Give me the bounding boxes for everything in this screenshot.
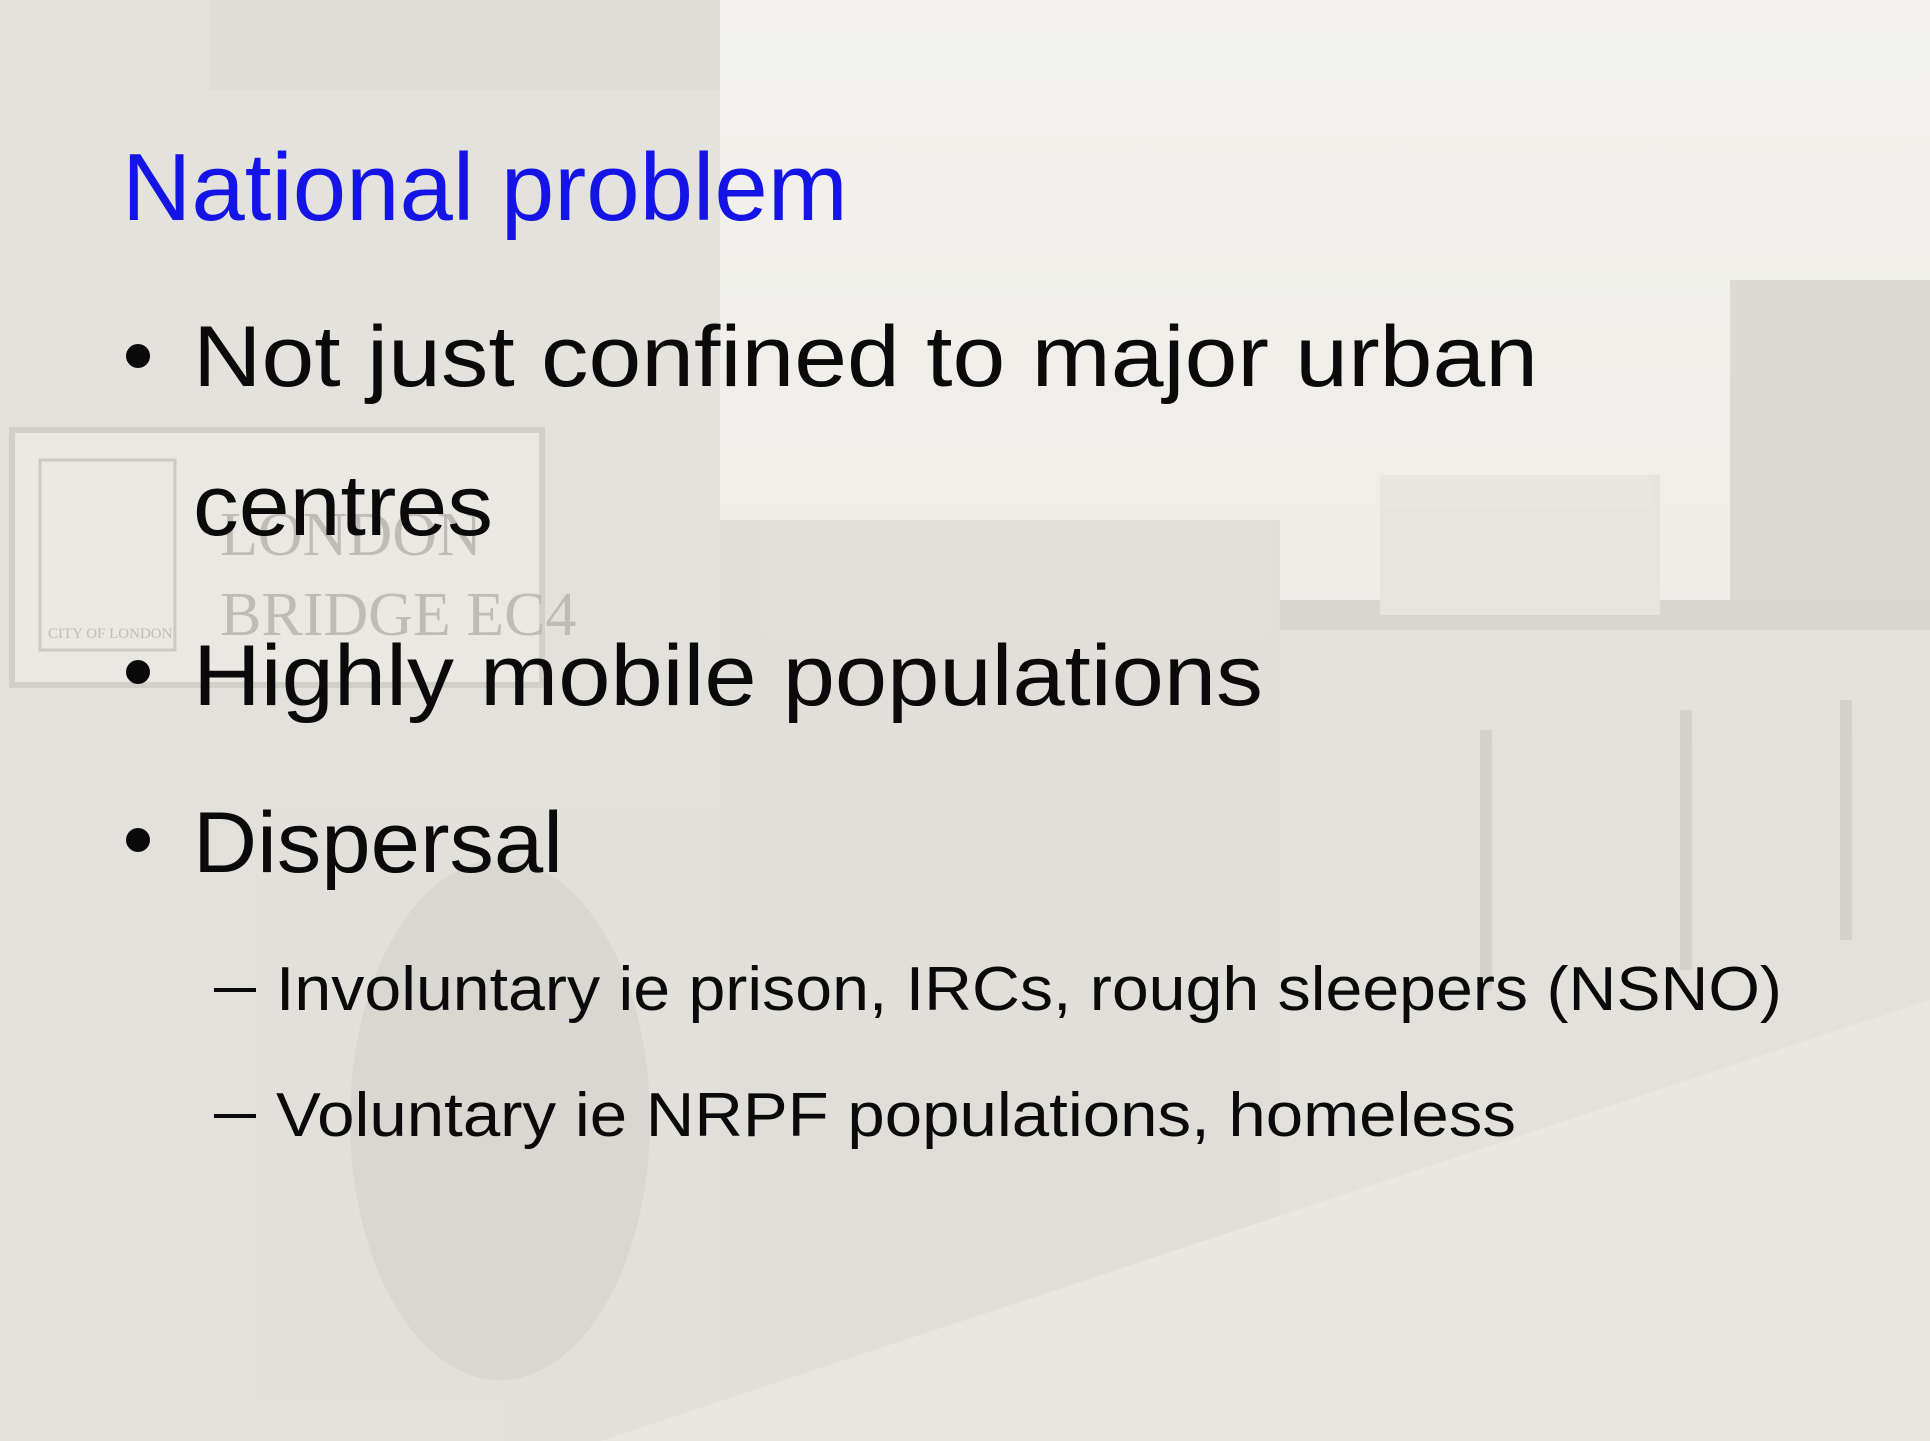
- bullet-dot: [126, 344, 150, 368]
- bullet-text: centres: [193, 458, 493, 554]
- sub-bullet-text: Voluntary ie NRPF populations, homeless: [276, 1081, 1516, 1150]
- sub-bullet-dash: [214, 1114, 256, 1118]
- sign-text: BRIDGE EC4: [220, 581, 577, 649]
- sub-bullet-text: Involuntary ie prison, IRCs, rough sleep…: [276, 955, 1782, 1024]
- bullet-text: Highly mobile populations: [193, 628, 1263, 724]
- bullet-dot: [126, 660, 150, 684]
- bullet-dot: [126, 828, 150, 852]
- sub-bullet-dash: [214, 988, 256, 992]
- bullet-text: Not just confined to major urban: [193, 309, 1538, 405]
- sign-text: LONDON: [220, 501, 482, 569]
- slide-title: National problem: [122, 134, 848, 241]
- bullet-text: Dispersal: [193, 795, 563, 891]
- sign-crest-text: CITY OF LONDON: [48, 626, 173, 642]
